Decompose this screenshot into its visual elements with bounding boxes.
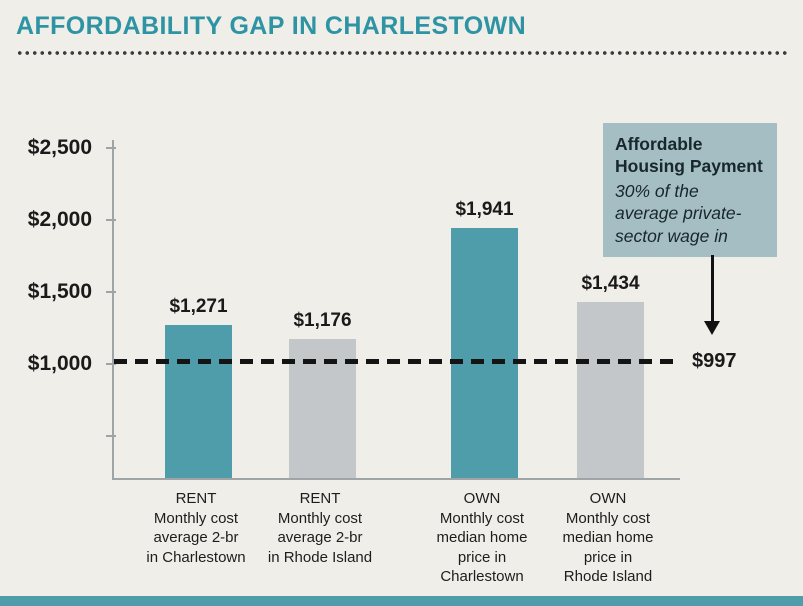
arrow-down-icon [701, 255, 723, 337]
bar-group-rent-rhode-island: $1,176 [289, 310, 356, 478]
bar-value-label: $1,176 [293, 309, 352, 331]
bar-value-label: $1,271 [169, 295, 228, 317]
bar-value-label: $1,941 [455, 199, 514, 221]
y-tick-mark [106, 435, 116, 437]
y-tick-mark [106, 219, 116, 221]
bar-own-rhode-island [577, 301, 644, 478]
x-label-own-rhode-island: OWN Monthly cost median home price in Rh… [562, 490, 654, 585]
y-tick-label: $2,000 [27, 208, 92, 231]
x-label-own-charlestown: OWN Monthly cost median home price in Ch… [436, 490, 528, 585]
y-tick-mark [106, 291, 116, 293]
bar-value-label: $1,434 [581, 272, 640, 294]
y-tick-mark [106, 363, 116, 365]
plot-area: $2,500 $2,000 $1,500 $1,000 $1,271 $1,17… [28, 136, 737, 480]
bar-rent-charlestown [165, 324, 232, 478]
bar-own-charlestown [451, 228, 518, 478]
y-tick-label: $1,000 [27, 352, 92, 375]
chart-title: AFFORDABILITY GAP IN CHARLESTOWN [16, 12, 527, 40]
bar-group-own-rhode-island: $1,434 [577, 272, 644, 478]
dotted-divider [16, 50, 788, 56]
affordable-line: $997 [114, 350, 737, 372]
arrow-shaft [710, 255, 714, 323]
x-label-rent-rhode-island: RENT Monthly cost average 2-br in Rhode … [267, 490, 373, 566]
affordable-line-label: $997 [692, 350, 737, 373]
bar-group-rent-charlestown: $1,271 [165, 296, 232, 478]
arrow-head [704, 321, 720, 335]
affordable-housing-callout: Affordable Housing Payment 30% of the av… [603, 123, 777, 257]
footer-accent-bar [0, 596, 803, 606]
callout-body: 30% of the average private- sector wage … [615, 180, 742, 246]
bar-group-own-charlestown: $1,941 [451, 199, 518, 478]
x-label-rent-charlestown: RENT Monthly cost average 2-br in Charle… [146, 490, 246, 566]
y-tick-label: $1,500 [27, 280, 92, 303]
y-tick-label: $2,500 [27, 136, 92, 159]
callout-title: Affordable Housing Payment [615, 134, 763, 177]
y-tick-mark [106, 147, 116, 149]
